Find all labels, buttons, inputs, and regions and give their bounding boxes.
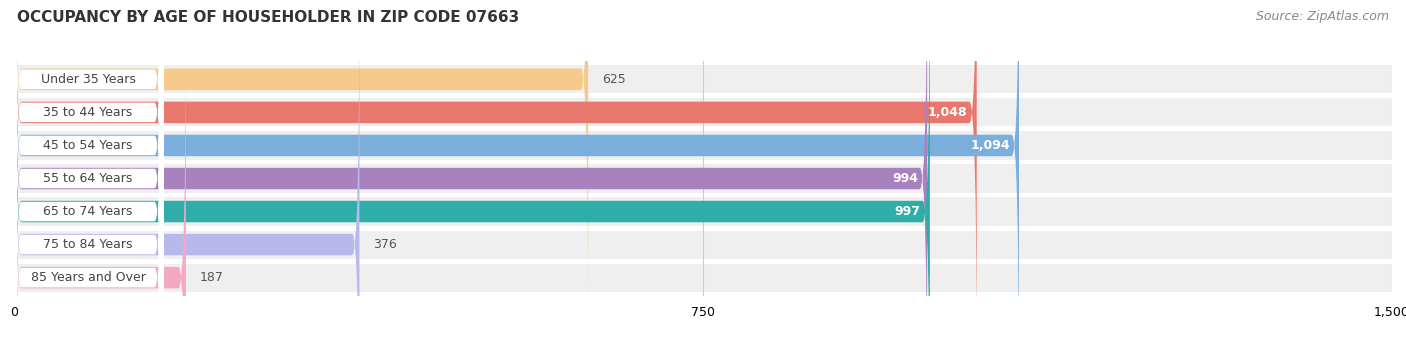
- FancyBboxPatch shape: [14, 165, 1392, 192]
- FancyBboxPatch shape: [13, 0, 163, 340]
- Text: 997: 997: [894, 205, 921, 218]
- FancyBboxPatch shape: [13, 0, 163, 340]
- FancyBboxPatch shape: [14, 264, 1392, 292]
- FancyBboxPatch shape: [13, 0, 163, 340]
- Text: 45 to 54 Years: 45 to 54 Years: [44, 139, 132, 152]
- FancyBboxPatch shape: [14, 0, 1019, 340]
- Text: 55 to 64 Years: 55 to 64 Years: [44, 172, 132, 185]
- FancyBboxPatch shape: [14, 0, 588, 333]
- FancyBboxPatch shape: [14, 231, 1392, 259]
- FancyBboxPatch shape: [14, 198, 1392, 225]
- Text: 376: 376: [373, 238, 396, 251]
- FancyBboxPatch shape: [14, 65, 1392, 94]
- Text: 625: 625: [602, 73, 626, 86]
- FancyBboxPatch shape: [13, 0, 163, 340]
- Text: 35 to 44 Years: 35 to 44 Years: [44, 106, 132, 119]
- Text: 65 to 74 Years: 65 to 74 Years: [44, 205, 132, 218]
- Text: 75 to 84 Years: 75 to 84 Years: [44, 238, 132, 251]
- FancyBboxPatch shape: [14, 0, 927, 340]
- Text: 1,048: 1,048: [928, 106, 967, 119]
- Text: 85 Years and Over: 85 Years and Over: [31, 271, 145, 284]
- Text: 1,094: 1,094: [970, 139, 1010, 152]
- Text: 187: 187: [200, 271, 224, 284]
- FancyBboxPatch shape: [14, 0, 977, 340]
- FancyBboxPatch shape: [14, 98, 1392, 126]
- FancyBboxPatch shape: [14, 0, 360, 340]
- FancyBboxPatch shape: [13, 0, 163, 340]
- Text: OCCUPANCY BY AGE OF HOUSEHOLDER IN ZIP CODE 07663: OCCUPANCY BY AGE OF HOUSEHOLDER IN ZIP C…: [17, 10, 519, 25]
- Text: Source: ZipAtlas.com: Source: ZipAtlas.com: [1256, 10, 1389, 23]
- FancyBboxPatch shape: [14, 24, 186, 340]
- Text: Under 35 Years: Under 35 Years: [41, 73, 135, 86]
- FancyBboxPatch shape: [13, 0, 163, 340]
- FancyBboxPatch shape: [14, 0, 929, 340]
- FancyBboxPatch shape: [14, 132, 1392, 159]
- Text: 994: 994: [891, 172, 918, 185]
- FancyBboxPatch shape: [13, 0, 163, 340]
